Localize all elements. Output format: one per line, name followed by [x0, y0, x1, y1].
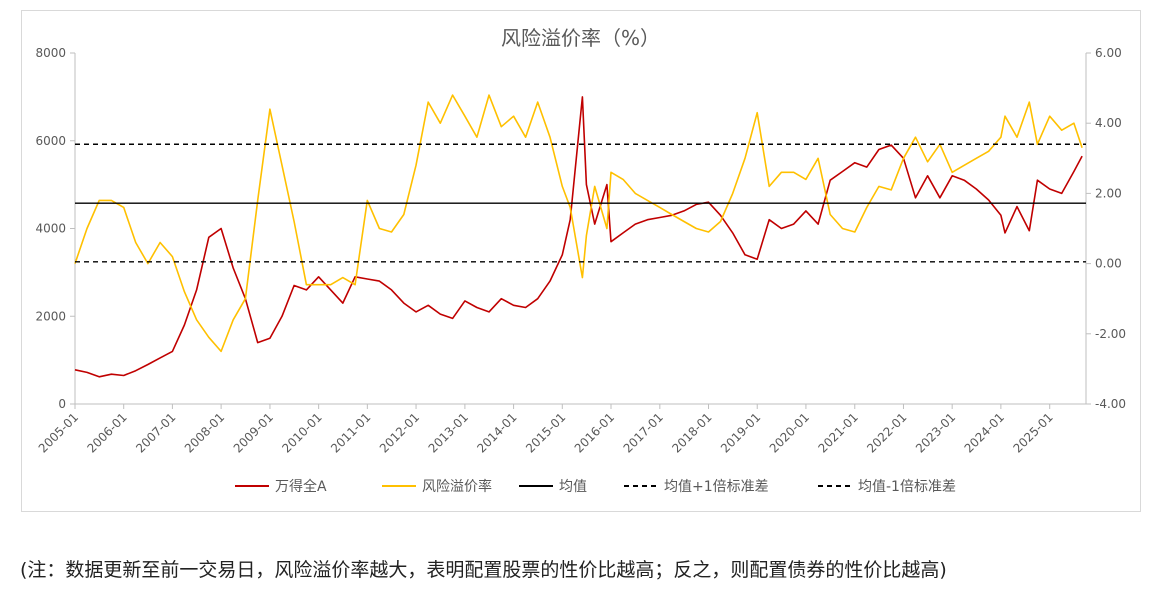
left-tick-label: 0 — [58, 397, 66, 411]
x-tick-label: 2025-01 — [1010, 410, 1055, 455]
x-tick-label: 2017-01 — [621, 410, 666, 455]
right-tick-label: -2.00 — [1095, 327, 1126, 341]
x-tick-label: 2024-01 — [962, 410, 1007, 455]
legend-label-2: 均值 — [559, 479, 587, 495]
footnote: (注：数据更新至前一交易日，风险溢价率越大，表明配置股票的性价比越高；反之，则配… — [20, 559, 947, 581]
x-tick-label: 2021-01 — [816, 410, 861, 455]
left-tick-label: 6000 — [35, 134, 66, 148]
left-tick-label: 8000 — [35, 46, 66, 60]
x-tick-label: 2013-01 — [426, 410, 471, 455]
x-tick-label: 2012-01 — [377, 410, 422, 455]
legend-label-1: 风险溢价率 — [422, 478, 492, 495]
left-tick-label: 2000 — [35, 309, 66, 323]
x-tick-label: 2010-01 — [279, 410, 324, 455]
x-tick-label: 2006-01 — [84, 410, 129, 455]
x-tick-label: 2011-01 — [328, 410, 373, 455]
x-tick-label: 2022-01 — [864, 410, 909, 455]
right-tick-label: 6.00 — [1095, 46, 1122, 60]
chart-title: 风险溢价率（%） — [501, 26, 660, 50]
risk-premium-line — [74, 94, 1083, 353]
left-tick-label: 4000 — [35, 222, 66, 236]
x-tick-label: 2016-01 — [572, 410, 617, 455]
x-tick-label: 2014-01 — [474, 410, 519, 455]
x-tick-label: 2023-01 — [913, 410, 958, 455]
chart-frame: 风险溢价率（%） 0 2000 4000 6000 8000 -4.00 -2.00 0.00 2… — [21, 10, 1141, 512]
x-tick-label: 2019-01 — [718, 410, 763, 455]
x-tick-label: 2018-01 — [669, 410, 714, 455]
risk-premium-chart: 风险溢价率（%） 0 2000 4000 6000 8000 -4.00 -2.00 0.00 2… — [35, 26, 1126, 495]
right-tick-label: -4.00 — [1095, 397, 1126, 411]
right-tick-label: 0.00 — [1095, 257, 1122, 271]
x-tick-label: 2020-01 — [767, 410, 812, 455]
right-tick-label: 4.00 — [1095, 116, 1122, 130]
x-tick-label: 2015-01 — [523, 410, 568, 455]
legend-label-4: 均值-1倍标准差 — [858, 479, 956, 495]
right-tick-label: 2.00 — [1095, 186, 1122, 200]
x-tick-label: 2009-01 — [231, 410, 276, 455]
x-tick-label: 2007-01 — [133, 410, 178, 455]
x-tick-label: 2005-01 — [36, 410, 81, 455]
wind-all-a-line — [74, 96, 1083, 378]
legend-label-3: 均值+1倍标准差 — [664, 479, 769, 495]
x-tick-label: 2008-01 — [182, 410, 227, 455]
legend-label-0: 万得全A — [275, 478, 327, 495]
